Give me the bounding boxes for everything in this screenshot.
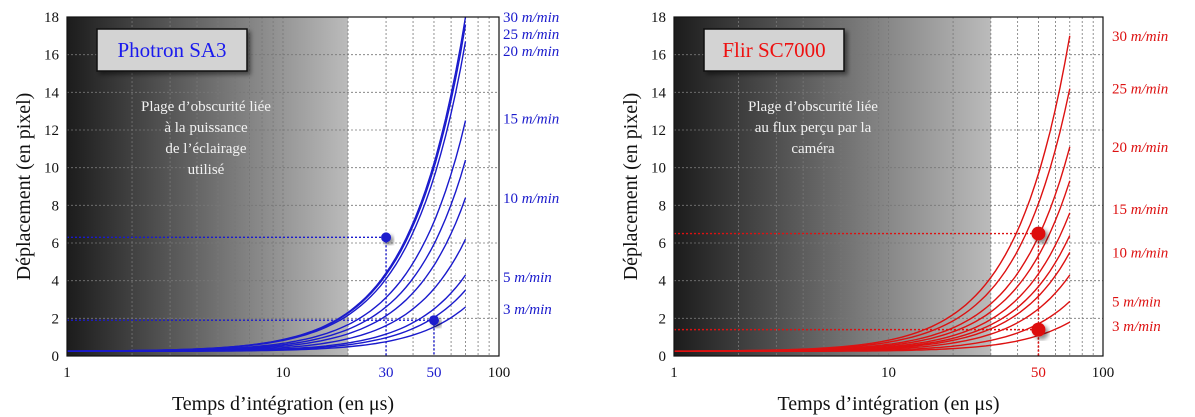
marker-point [67,232,392,356]
annotation-line: caméra [791,141,835,157]
y-tick-label: 4 [52,274,60,290]
grid [674,17,1103,356]
marker-dot [1031,322,1046,337]
y-tick-label: 2 [659,311,667,327]
darkness-region [674,17,991,356]
annotation-line: au flux perçu par la [755,120,872,136]
x-tick-label: 100 [488,365,511,381]
series-lines [67,16,467,352]
marker-dot [428,315,439,326]
y-axis-label: Déplacement (en pixel) [620,93,642,281]
y-tick-label: 4 [659,274,667,290]
y-tick-label: 10 [44,161,59,177]
y-tick-label: 8 [52,198,60,214]
chart-title-box: Flir SC7000 [703,28,845,72]
annotation-line: utilisé [188,162,225,178]
y-tick-label: 2 [52,311,60,327]
annotation-line: Plage d’obscurité liée [748,99,878,115]
x-tick-label: 1 [63,365,71,381]
series-label: 5 m/min [503,270,552,286]
x-tick-label-highlight: 30 [379,365,394,381]
annotation-line: de l’éclairage [165,141,247,157]
y-tick-label: 16 [651,48,667,64]
title-box-bg [96,28,248,72]
series-label: 3 m/min [503,302,552,318]
y-axis-label: Déplacement (en pixel) [13,93,35,281]
x-tick-label: 10 [276,365,291,381]
x-tick-label: 100 [1092,365,1115,381]
series-lines [673,35,1071,352]
y-tick-label: 12 [44,123,59,139]
y-tick-label: 16 [44,48,60,64]
marker-dot [1031,226,1046,241]
series-line [674,35,1071,352]
y-tick-label: 14 [44,85,60,101]
chart-2: 0 2 4 6 8 10 12 14 16 18 1 10 100 50 Temps d’intégrati… [620,10,1168,415]
y-tick-label: 14 [651,85,667,101]
y-tick-label: 18 [651,10,666,26]
x-tick-label-highlight: 50 [426,365,441,381]
series-label: 20 m/min [1112,140,1168,156]
series-label: 30 m/min [503,10,559,26]
y-tick-label: 8 [659,198,667,214]
annotation-line: à la puissance [164,120,248,136]
x-tick-label-highlight: 50 [1031,365,1046,381]
x-axis-label: Temps d’intégration (en μs) [777,393,999,415]
series-label: 10 m/min [1112,245,1168,261]
series-label: 10 m/min [503,191,559,207]
marker-point [674,226,1046,356]
marker-point [67,315,439,356]
series-label: 15 m/min [1112,202,1168,218]
x-tick-label: 1 [670,365,678,381]
series-label: 3 m/min [1112,319,1161,335]
y-tick-label: 6 [659,236,667,252]
annotation-line: Plage d’obscurité liée [141,99,271,115]
x-tick-label: 10 [881,365,896,381]
y-tick-label: 0 [659,349,667,365]
marker-point [674,322,1046,356]
chart-title-box: Photron SA3 [96,28,248,72]
plot-frame [66,16,500,357]
series-label: 30 m/min [1112,29,1168,45]
darkness-region [67,17,349,356]
y-tick-label: 10 [651,161,666,177]
x-axis-label: Temps d’intégration (en μs) [172,393,394,415]
series-label: 5 m/min [1112,294,1161,310]
series-label: 15 m/min [503,112,559,128]
series-label: 25 m/min [503,27,559,43]
y-tick-label: 18 [44,10,59,26]
marker-dot [381,232,392,243]
chart-title: Photron SA3 [117,38,226,62]
y-tick-label: 0 [52,349,60,365]
series-line [67,16,467,352]
chart-1: 0 2 4 6 8 10 12 14 16 18 1 10 100 30 50 Temps d’intégra… [13,10,559,415]
plot-frame [673,16,1104,357]
chart-title: Flir SC7000 [722,38,825,62]
series-label: 25 m/min [1112,82,1168,98]
series-label: 20 m/min [503,44,559,60]
y-tick-label: 6 [52,236,60,252]
y-tick-label: 12 [651,123,666,139]
title-box-bg [703,28,845,72]
